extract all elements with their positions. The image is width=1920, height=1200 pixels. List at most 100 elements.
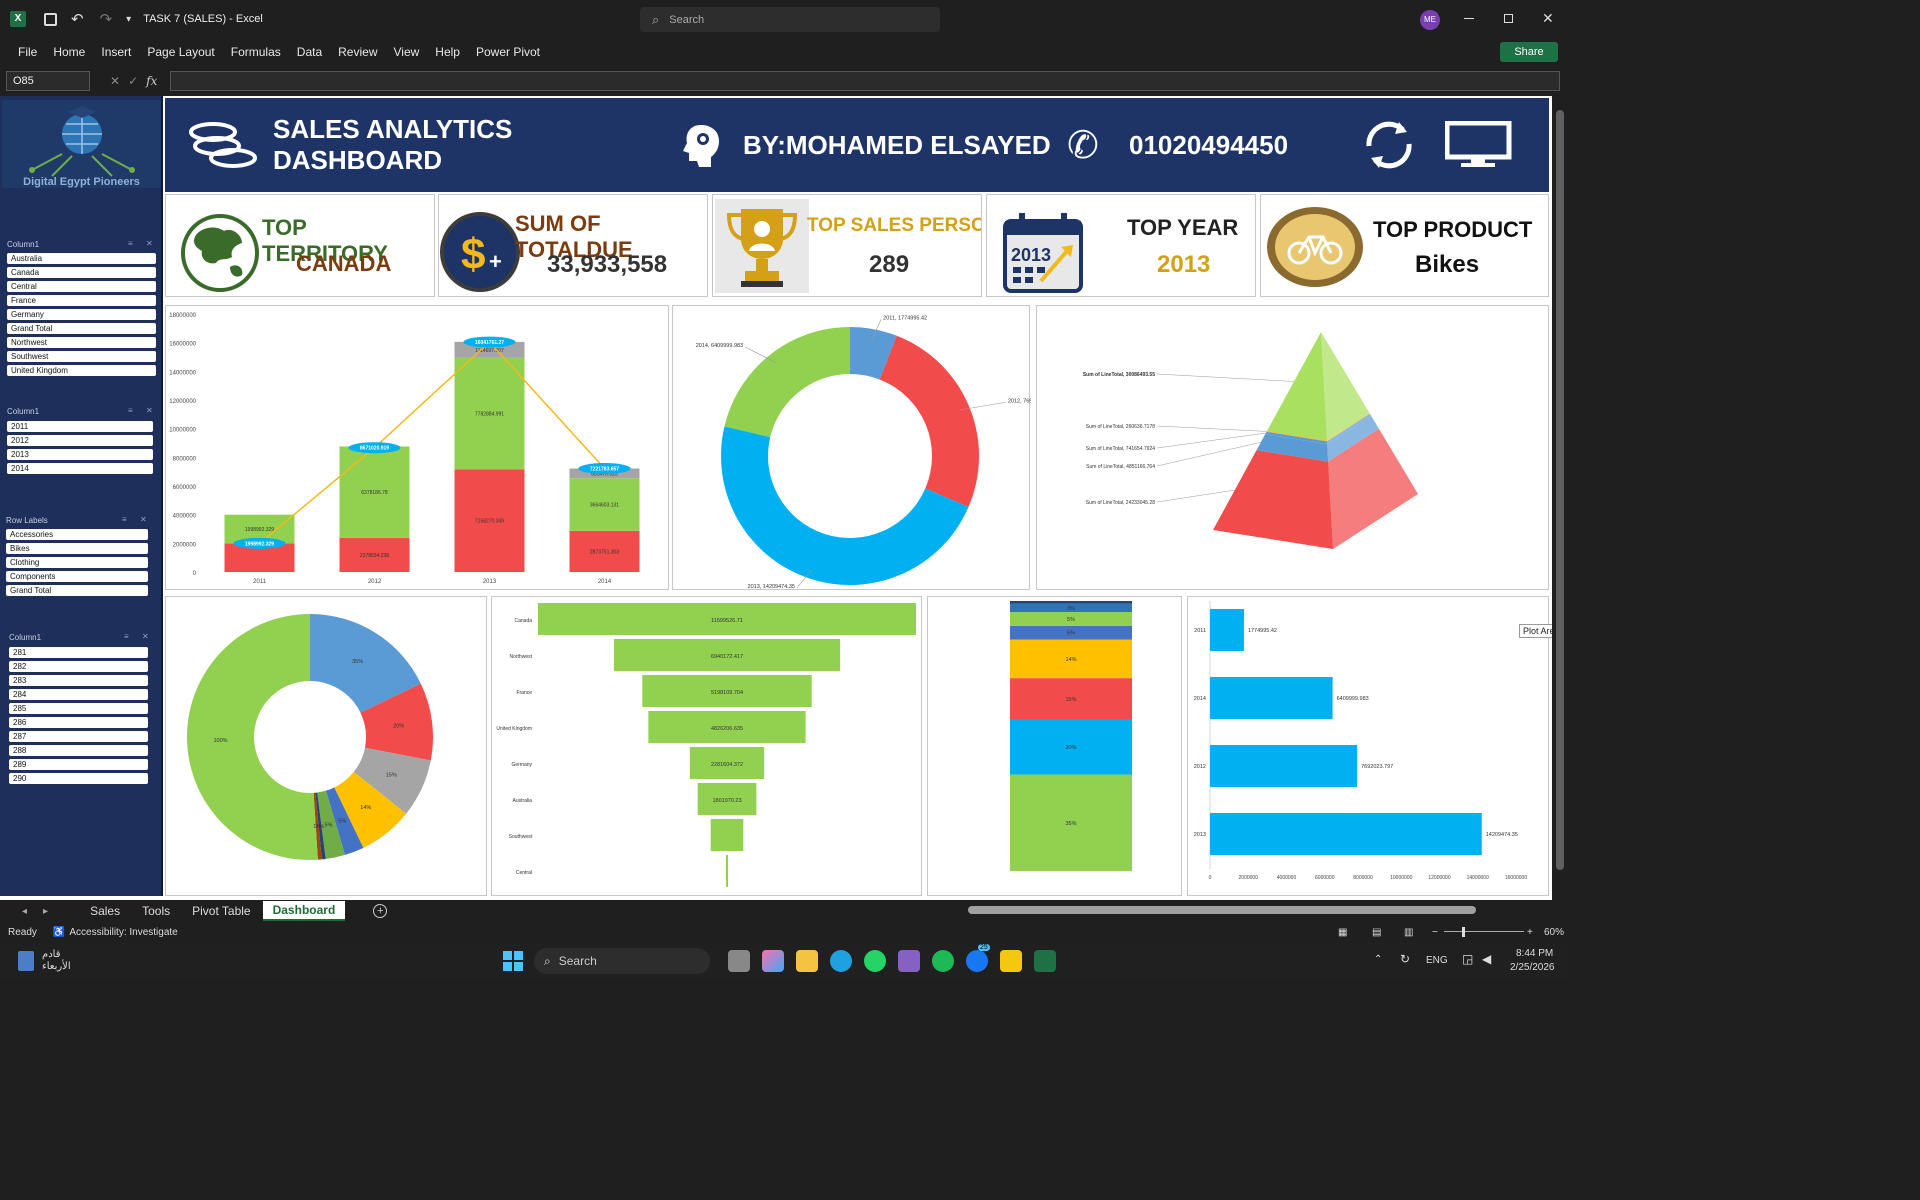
scroll-thumb[interactable]	[968, 906, 1476, 914]
tab-power-pivot[interactable]: Power Pivot	[475, 45, 541, 59]
slicer-item[interactable]: 282	[9, 661, 148, 672]
slicer-item[interactable]: Germany	[7, 309, 156, 320]
clock-time[interactable]: 8:44 PM	[1516, 948, 1554, 959]
zoom-level[interactable]: 60%	[1544, 926, 1565, 938]
tab-help[interactable]: Help	[435, 45, 460, 59]
taskbar-search[interactable]: ⌕ Search	[534, 948, 710, 974]
slicer-item[interactable]: Components	[6, 571, 148, 582]
slicer-item[interactable]: 290	[9, 773, 148, 784]
slicer-item[interactable]: France	[7, 295, 156, 306]
share-button[interactable]: Share	[1500, 42, 1558, 62]
slicer-clear-filter-icon[interactable]: ✕	[146, 406, 153, 415]
spotify-icon[interactable]	[932, 950, 954, 972]
user-avatar[interactable]: ME	[1420, 10, 1440, 30]
chart-year-doughnut[interactable]: 2011, 1774995.42 2012, 7692023.797 2013, 1…	[672, 305, 1055, 590]
page-break-view-icon[interactable]: ▥	[1404, 926, 1414, 938]
slicer-item[interactable]: Central	[7, 281, 156, 292]
whatsapp-icon[interactable]	[864, 950, 886, 972]
chart-stacked-percent[interactable]: 35% 20% 15% 14% 5% 5% 3%	[927, 596, 1182, 896]
tab-review[interactable]: Review	[338, 45, 378, 59]
page-layout-view-icon[interactable]: ▤	[1372, 926, 1382, 938]
slicer-item[interactable]: United Kingdom	[7, 365, 156, 376]
zoom-in-icon[interactable]: +	[1527, 926, 1533, 938]
slicer-multiselect-icon[interactable]: ≡	[128, 239, 133, 248]
slicer-item[interactable]: Grand Total	[6, 585, 148, 596]
next-sheet-icon[interactable]: ▸	[43, 905, 49, 917]
sheet-tab-tools[interactable]: Tools	[142, 904, 171, 918]
slicer-item[interactable]: 287	[9, 731, 148, 742]
chart-product-doughnut[interactable]: 35% 20% 15% 14% 5% 5% 1% 1% 100%	[165, 596, 487, 896]
redo-icon[interactable]: ↷	[99, 11, 113, 28]
excel-icon[interactable]	[1034, 950, 1056, 972]
network-status-icon[interactable]: ↻	[1400, 952, 1411, 966]
slicer-item[interactable]: Northwest	[7, 337, 156, 348]
sheet-tab-sales[interactable]: Sales	[90, 904, 121, 918]
clock-date[interactable]: 2/25/2026	[1510, 962, 1555, 973]
weather-widget[interactable]: قادم الأربعاء	[42, 949, 71, 973]
file-explorer-icon[interactable]	[796, 950, 818, 972]
slicer-item[interactable]: 2014	[7, 463, 153, 474]
tab-view[interactable]: View	[393, 45, 420, 59]
slicer-multiselect-icon[interactable]: ≡	[128, 406, 133, 415]
accessibility-status[interactable]: Accessibility: Investigate	[69, 926, 178, 938]
zoom-slider[interactable]	[1444, 931, 1524, 932]
show-hidden-icons[interactable]: ⌃	[1374, 954, 1383, 965]
slicer-item[interactable]: Clothing	[6, 557, 148, 568]
horizontal-scrollbar[interactable]	[960, 906, 1540, 914]
save-icon[interactable]	[44, 12, 57, 26]
tab-formulas[interactable]: Formulas	[230, 45, 281, 59]
tab-page-layout[interactable]: Page Layout	[147, 45, 215, 59]
visual-studio-icon[interactable]	[898, 950, 920, 972]
slicer-item[interactable]: 289	[9, 759, 148, 770]
customize-qat-icon[interactable]: ▾	[126, 13, 132, 25]
zoom-out-icon[interactable]: −	[1432, 926, 1438, 938]
slicer-item[interactable]: Bikes	[6, 543, 148, 554]
tab-insert[interactable]: Insert	[101, 45, 132, 59]
sheet-tab-pivot-table[interactable]: Pivot Table	[192, 904, 251, 918]
insert-function-icon[interactable]: fx	[146, 74, 158, 88]
slicer-item[interactable]: 283	[9, 675, 148, 686]
sheet-tab-dashboard[interactable]: Dashboard	[262, 901, 346, 921]
add-sheet-icon[interactable]: +	[373, 904, 388, 918]
slicer-item[interactable]: Canada	[7, 267, 156, 278]
enter-formula-icon[interactable]: ✓	[128, 74, 139, 88]
undo-icon[interactable]: ↶	[71, 11, 84, 28]
slicer-item[interactable]: Grand Total	[7, 323, 156, 334]
slicer-item[interactable]: 284	[9, 689, 148, 700]
slicer-multiselect-icon[interactable]: ≡	[124, 632, 129, 641]
chart-sales-by-year[interactable]: 0 2000000 4000000 6000000 8000000 10000000 120…	[165, 305, 669, 590]
start-button[interactable]	[503, 951, 523, 971]
edge-icon[interactable]	[830, 950, 852, 972]
language-indicator[interactable]: ENG	[1426, 955, 1448, 966]
slicer-clear-filter-icon[interactable]: ✕	[146, 239, 153, 248]
slicer-item[interactable]: Accessories	[6, 529, 148, 540]
slicer-item[interactable]: Southwest	[7, 351, 156, 362]
cancel-formula-icon[interactable]: ✕	[110, 74, 121, 88]
slicer-item[interactable]: Australia	[7, 253, 156, 264]
slicer-item[interactable]: 285	[9, 703, 148, 714]
chart-year-bars[interactable]: 2011 1774995.42 2014 6409999.983 2012 7692023…	[1187, 596, 1549, 896]
prev-sheet-icon[interactable]: ◂	[22, 905, 28, 917]
minimize-icon[interactable]	[1464, 18, 1474, 19]
close-icon[interactable]: ✕	[1542, 10, 1554, 26]
search-box[interactable]: ⌕ Search	[640, 7, 940, 32]
task-view-icon[interactable]	[728, 950, 750, 972]
chart-pyramid[interactable]: Sum of LineTotal, 30086493.55 Sum of Line…	[1036, 305, 1549, 590]
tab-data[interactable]: Data	[296, 45, 323, 59]
slicer-item[interactable]: 286	[9, 717, 148, 728]
worksheet[interactable]: Digital Egypt Pioneers Column1 ≡ ✕ Austr…	[0, 96, 1568, 900]
slicer-item[interactable]: 2012	[7, 435, 153, 446]
tab-file[interactable]: File	[18, 45, 38, 59]
scroll-thumb[interactable]	[1556, 110, 1564, 870]
slicer-item[interactable]: 281	[9, 647, 148, 658]
normal-view-icon[interactable]: ▦	[1338, 926, 1348, 938]
power-bi-icon[interactable]	[1000, 950, 1022, 972]
tab-home[interactable]: Home	[53, 45, 86, 59]
slicer-clear-filter-icon[interactable]: ✕	[142, 632, 149, 641]
refresh-icon[interactable]	[1359, 118, 1419, 172]
volume-icon[interactable]: ◀	[1482, 952, 1492, 966]
slicer-item[interactable]: 2011	[7, 421, 153, 432]
weather-icon[interactable]	[18, 951, 34, 971]
slicer-multiselect-icon[interactable]: ≡	[122, 515, 127, 524]
wifi-icon[interactable]: ◲	[1462, 952, 1474, 966]
